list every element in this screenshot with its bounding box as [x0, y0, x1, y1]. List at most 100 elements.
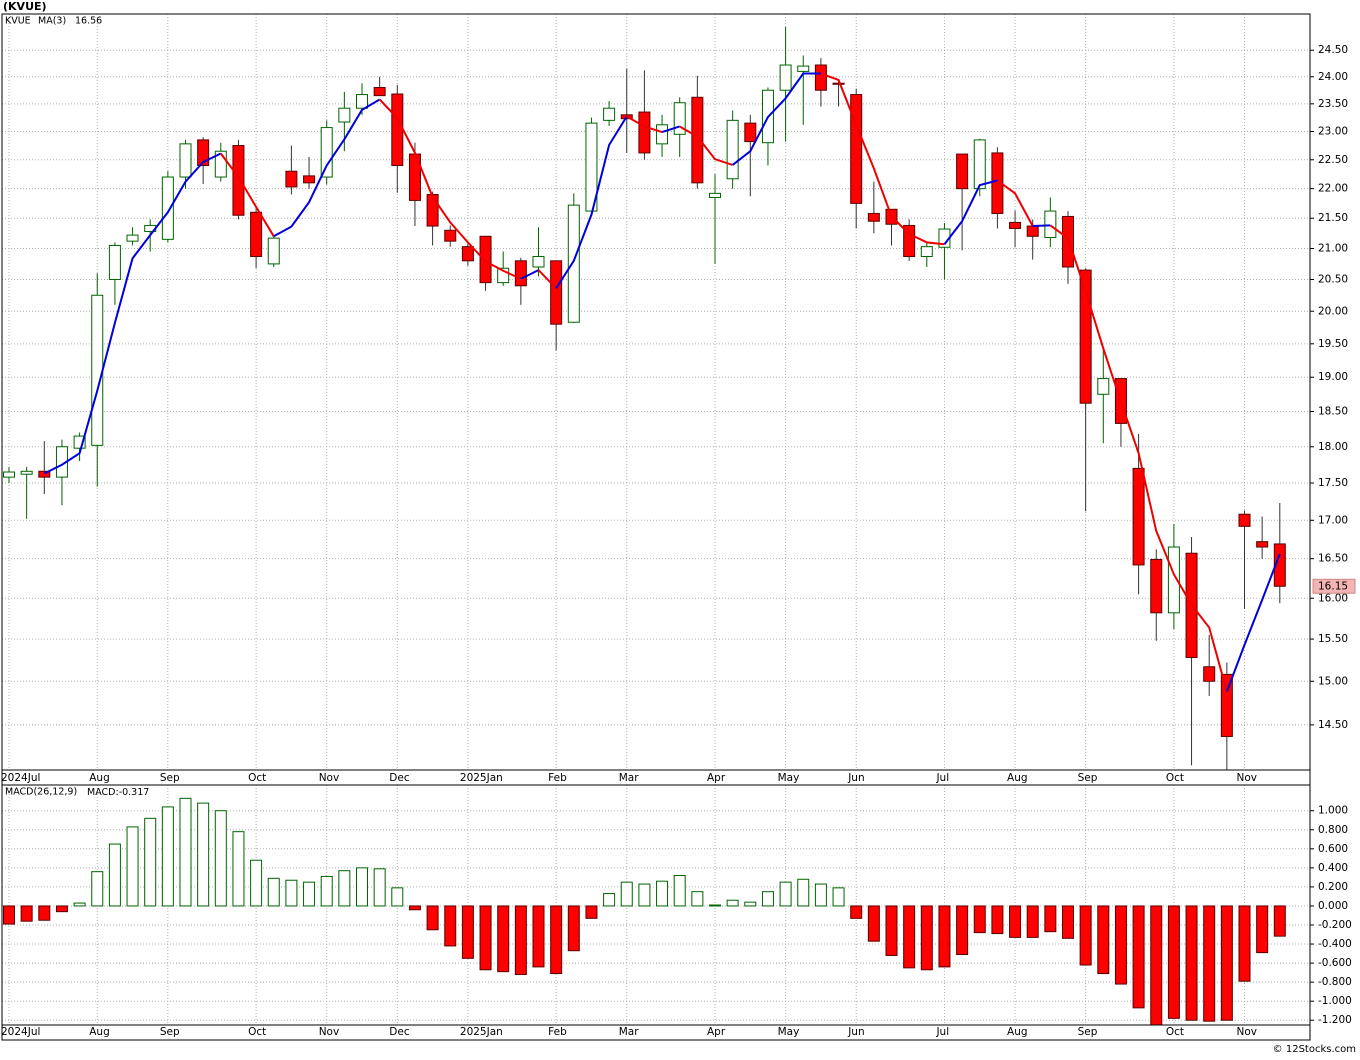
y-tick-label: -1.000	[1318, 995, 1352, 1007]
ma-line	[732, 72, 821, 166]
y-tick-label: 15.50	[1318, 633, 1348, 645]
macd-bar	[1150, 905, 1163, 1026]
x-tick-label: Nov	[319, 1026, 340, 1038]
candle-body	[726, 119, 739, 180]
ma-line	[1032, 224, 1051, 228]
macd-bar	[903, 905, 916, 969]
ma-line	[679, 125, 733, 166]
candle-body	[356, 94, 368, 109]
symbol-label: KVUE	[5, 16, 31, 27]
candle-body	[920, 246, 933, 257]
y-tick-label: 19.50	[1318, 338, 1348, 350]
macd-bar	[1273, 905, 1286, 937]
x-tick-label: 2024Jul	[1, 772, 40, 784]
macd-bar	[479, 905, 492, 971]
macd-bar	[1026, 905, 1039, 938]
candle-body	[267, 237, 280, 265]
macd-bar	[161, 806, 174, 907]
y-tick-label: 18.50	[1318, 406, 1348, 418]
candle-body	[567, 204, 580, 323]
x-tick-label: Jul	[935, 1026, 949, 1038]
x-tick-label: Jun	[847, 772, 864, 784]
macd-bar	[1114, 905, 1127, 985]
label-strip	[1, 1024, 1311, 1041]
macd-bar	[55, 905, 68, 913]
y-tick-label: 24.50	[1318, 44, 1348, 56]
x-tick-label: Feb	[548, 772, 567, 784]
candle-body	[285, 170, 298, 188]
macd-bar	[497, 905, 510, 973]
y-tick-label: 21.00	[1318, 242, 1348, 254]
candle-body	[1044, 210, 1057, 239]
macd-bar	[197, 802, 210, 907]
macd-bar	[267, 877, 280, 907]
y-tick-label: 0.400	[1318, 862, 1348, 874]
macd-bar	[603, 893, 616, 907]
x-tick-label: Nov	[319, 772, 340, 784]
macd-bar	[91, 871, 104, 907]
macd-bar	[214, 810, 227, 907]
y-tick-label: 19.00	[1318, 371, 1348, 383]
y-tick-label: 18.00	[1318, 441, 1348, 453]
x-tick-label: Feb	[548, 1026, 567, 1038]
candle-body	[797, 65, 810, 72]
x-tick-label: 2025Jan	[460, 1026, 503, 1038]
macd-bar	[797, 878, 810, 907]
last-price-label: 16.15	[1318, 580, 1348, 592]
y-tick-label: 16.00	[1318, 592, 1348, 604]
y-tick-label: -0.600	[1318, 957, 1352, 969]
ma-name: MA(3)	[38, 16, 66, 27]
x-tick-label: Aug	[89, 772, 110, 784]
y-tick-label: -0.200	[1318, 919, 1352, 931]
y-tick-label: 0.000	[1318, 900, 1348, 912]
candle-body	[603, 107, 616, 121]
candle-body	[303, 175, 316, 184]
macd-bar	[1185, 905, 1198, 1021]
candle-body	[1097, 378, 1110, 395]
candle-body	[108, 244, 121, 280]
macd-bar	[885, 905, 898, 956]
ma-line	[43, 152, 222, 475]
candle-body	[691, 96, 704, 184]
x-tick-label: Sep	[1078, 772, 1098, 784]
macd-bar	[144, 817, 157, 907]
macd-bar	[726, 899, 739, 907]
ma-line	[537, 269, 557, 290]
y-tick-label: 14.50	[1318, 719, 1348, 731]
candle-body	[444, 229, 457, 242]
macd-bar	[656, 880, 669, 907]
macd-bar	[991, 905, 1004, 935]
macd-bar	[709, 904, 721, 907]
macd-bar	[779, 881, 792, 907]
x-tick-label: Dec	[389, 772, 410, 784]
y-tick-label: -0.800	[1318, 976, 1352, 988]
macd-bar	[1220, 905, 1233, 1021]
x-tick-label: Sep	[1078, 1026, 1098, 1038]
candle-body	[1238, 513, 1251, 527]
candle-body	[373, 87, 386, 97]
macd-bar	[320, 875, 333, 907]
candle-body	[744, 122, 757, 143]
candle-body	[214, 150, 227, 178]
candle-body	[1026, 225, 1039, 237]
x-tick-label: Mar	[619, 772, 639, 784]
candle-body	[656, 124, 669, 145]
candle-body	[709, 192, 721, 198]
x-tick-label: Apr	[707, 1026, 726, 1038]
macd-bar	[620, 881, 633, 907]
macd-bar	[356, 867, 368, 907]
candle-body	[532, 255, 545, 268]
candle-body	[1273, 543, 1286, 587]
candle-body	[479, 235, 492, 284]
y-tick-label: 21.50	[1318, 212, 1348, 224]
macd-bar	[338, 870, 351, 907]
macd-bar	[444, 905, 457, 947]
macd-bar	[585, 905, 598, 919]
y-tick-label: 0.800	[1318, 824, 1348, 836]
y-tick-label: 17.00	[1318, 514, 1348, 526]
ma-line	[820, 72, 945, 246]
last-price-box	[1312, 578, 1356, 594]
chart-title: (KVUE)	[3, 0, 47, 13]
x-tick-label: Jul	[935, 772, 949, 784]
